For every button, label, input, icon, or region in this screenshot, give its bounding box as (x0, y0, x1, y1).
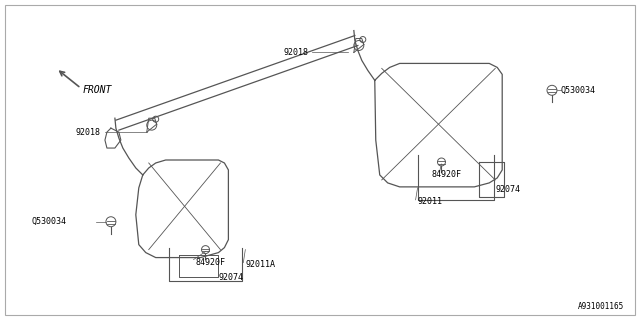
Text: 92011A: 92011A (245, 260, 275, 269)
Text: 92074: 92074 (495, 185, 520, 194)
Text: FRONT: FRONT (83, 85, 113, 95)
Text: Q530034: Q530034 (31, 217, 67, 226)
Text: 92011: 92011 (417, 197, 443, 206)
Text: 92074: 92074 (218, 273, 243, 282)
Text: 92018: 92018 (283, 48, 308, 57)
Text: A931001165: A931001165 (577, 302, 623, 311)
Text: 84920F: 84920F (431, 171, 461, 180)
Text: Q530034: Q530034 (561, 86, 596, 95)
Text: 84920F: 84920F (196, 258, 225, 267)
Text: 92018: 92018 (76, 128, 101, 137)
